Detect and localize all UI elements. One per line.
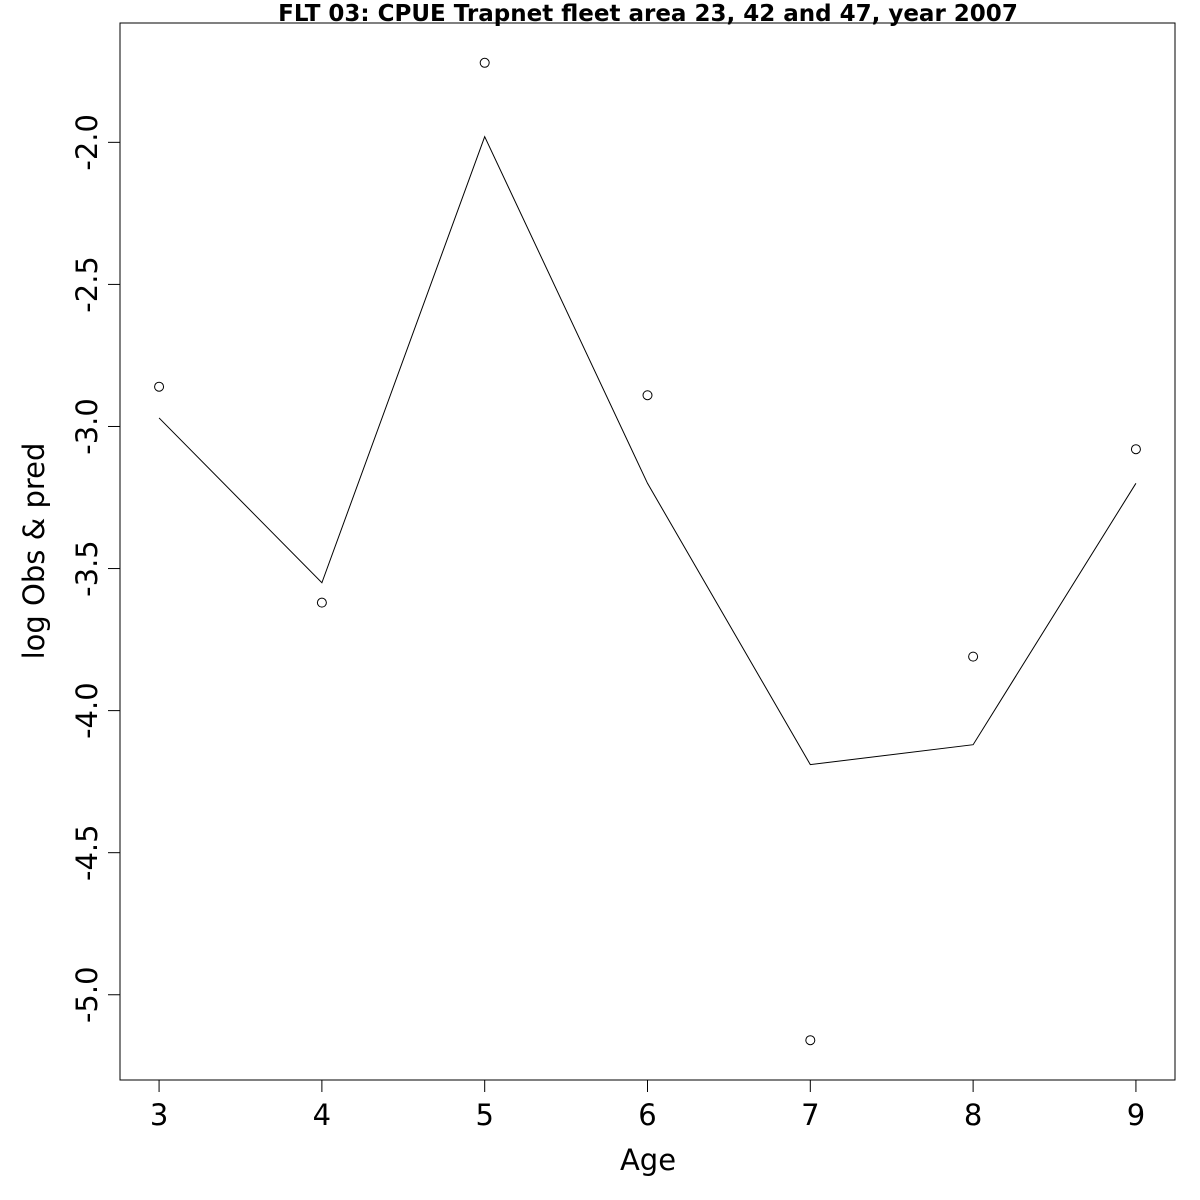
x-axis-label: Age xyxy=(620,1143,676,1177)
observed-point xyxy=(154,381,165,392)
y-axis-label: log Obs & pred xyxy=(17,443,51,660)
x-tick-label: 7 xyxy=(801,1098,819,1132)
y-tick-label: -4.5 xyxy=(70,824,104,881)
x-tick-label: 5 xyxy=(475,1098,493,1132)
observed-point xyxy=(805,1035,816,1046)
y-tick-label: -5.0 xyxy=(70,966,104,1023)
observed-point xyxy=(968,651,979,662)
predicted-line xyxy=(158,135,1137,766)
y-axis: -5.0 -4.5 -4.0 -3.5 -3.0 -2.5 -2.0 xyxy=(70,114,120,1023)
x-tick-label: 4 xyxy=(313,1098,331,1132)
x-tick-label: 3 xyxy=(150,1098,168,1132)
series-layer xyxy=(154,57,1141,1046)
y-tick-label: -3.0 xyxy=(70,398,104,455)
observed-point xyxy=(479,57,490,68)
x-axis: 3 4 5 6 7 8 9 xyxy=(150,1080,1145,1132)
x-tick-label: 9 xyxy=(1127,1098,1145,1132)
y-tick-label: -2.5 xyxy=(70,256,104,313)
x-tick-label: 6 xyxy=(638,1098,656,1132)
y-tick-label: -2.0 xyxy=(70,114,104,171)
y-tick-label: -3.5 xyxy=(70,540,104,597)
observed-point xyxy=(1130,444,1141,455)
y-tick-label: -4.0 xyxy=(70,682,104,739)
observed-point xyxy=(316,597,327,608)
observed-point xyxy=(642,390,653,401)
x-tick-label: 8 xyxy=(964,1098,982,1132)
